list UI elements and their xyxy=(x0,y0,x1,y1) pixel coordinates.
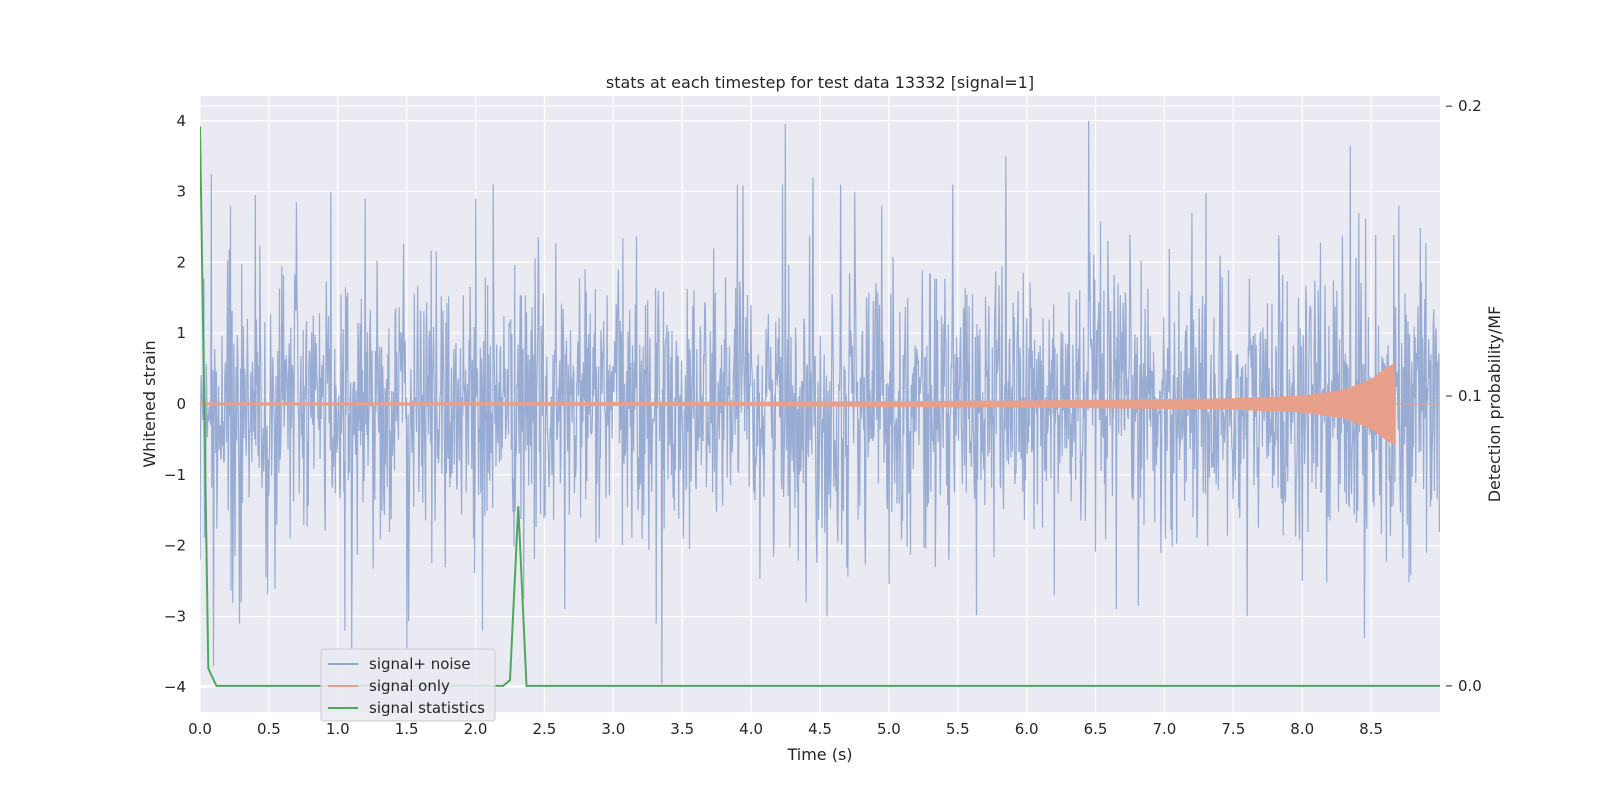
y2-tick-label: 0.1 xyxy=(1458,387,1482,405)
x-tick-label: 1.0 xyxy=(326,720,350,738)
y-tick-label: 0 xyxy=(176,395,186,413)
x-tick-label: 3.5 xyxy=(670,720,694,738)
x-tick-label: 6.5 xyxy=(1084,720,1108,738)
x-axis-label: Time (s) xyxy=(786,745,852,764)
y-tick-label: 4 xyxy=(176,112,186,130)
y2-tick-labels: 0.0 0.1 0.2 xyxy=(1458,97,1482,695)
y2-tick-label: 0.2 xyxy=(1458,97,1482,115)
y-tick-labels: −4 −3 −2 −1 0 1 2 3 4 xyxy=(164,112,186,696)
legend-label-signal-noise: signal+ noise xyxy=(369,655,471,673)
x-tick-label: 5.0 xyxy=(877,720,901,738)
x-tick-label: 1.5 xyxy=(395,720,419,738)
x-tick-label: 0.0 xyxy=(188,720,212,738)
x-tick-labels: 0.0 0.5 1.0 1.5 2.0 2.5 3.0 3.5 4.0 4.5 5.0 5.5 6.0 6… xyxy=(188,720,1383,738)
series-signal-only xyxy=(200,363,1440,446)
x-tick-label: 2.0 xyxy=(464,720,488,738)
y2-axis-label: Detection probability/MF xyxy=(1485,306,1504,503)
x-tick-label: 8.0 xyxy=(1290,720,1314,738)
x-tick-label: 8.5 xyxy=(1359,720,1383,738)
y-tick-label: −1 xyxy=(164,466,186,484)
x-tick-label: 6.0 xyxy=(1015,720,1039,738)
x-tick-label: 4.5 xyxy=(808,720,832,738)
x-tick-label: 5.5 xyxy=(946,720,970,738)
x-tick-label: 7.0 xyxy=(1153,720,1177,738)
x-tick-label: 7.5 xyxy=(1221,720,1245,738)
legend-box xyxy=(320,648,496,722)
legend-label-signal-only: signal only xyxy=(369,677,450,695)
series-signal-noise xyxy=(200,120,1440,684)
x-tick-label: 0.5 xyxy=(257,720,281,738)
legend-label-signal-statistics: signal statistics xyxy=(369,699,485,717)
y-tick-label: 2 xyxy=(176,253,186,271)
x-tick-label: 3.0 xyxy=(601,720,625,738)
y-axis-label: Whitened strain xyxy=(140,340,159,467)
x-tick-label: 2.5 xyxy=(533,720,557,738)
chart-title: stats at each timestep for test data 133… xyxy=(606,73,1034,92)
legend: signal+ noise signal only signal statist… xyxy=(320,648,496,722)
y-tick-label: 3 xyxy=(176,183,186,201)
y-tick-label: −3 xyxy=(164,607,186,625)
y-tick-label: −4 xyxy=(164,678,186,696)
series-signal-statistics xyxy=(200,126,1440,687)
y-tick-label: 1 xyxy=(176,324,186,342)
y-tick-label: −2 xyxy=(164,537,186,555)
y2-tick-label: 0.0 xyxy=(1458,677,1482,695)
x-tick-label: 4.0 xyxy=(739,720,763,738)
